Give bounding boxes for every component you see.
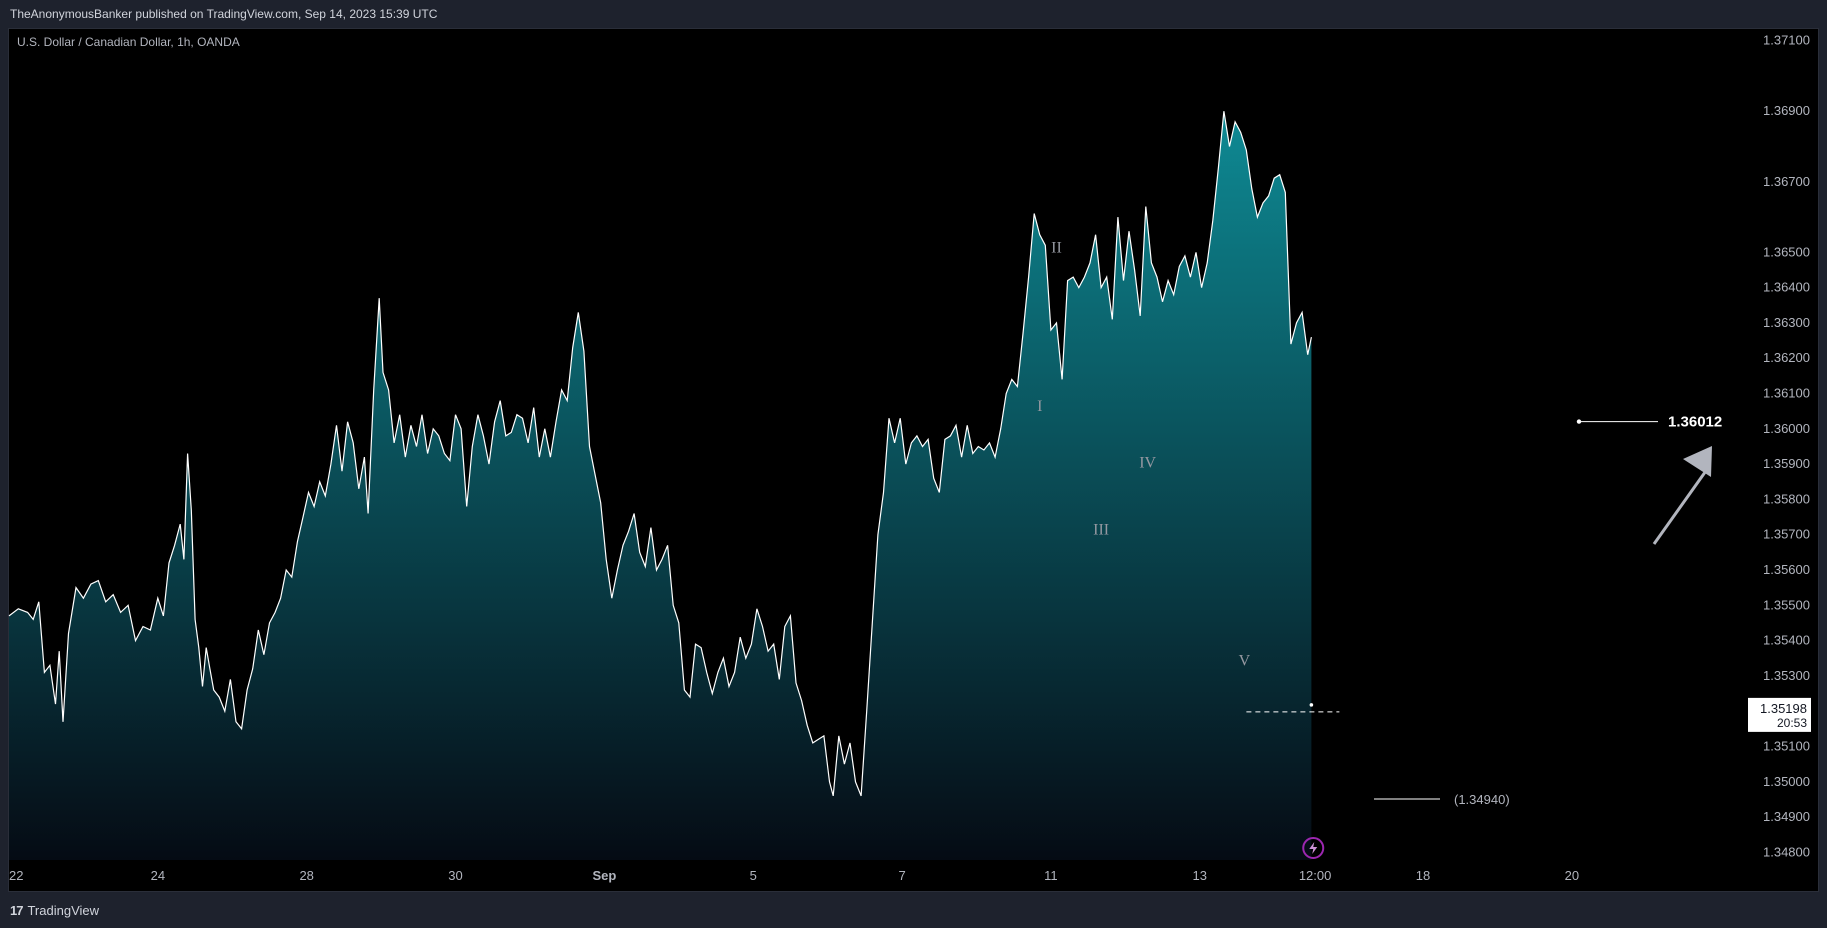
y-tick-label: 1.36300 [1763,315,1810,330]
low-label: (1.34940) [1454,792,1510,807]
y-tick-label: 1.36900 [1763,103,1810,118]
y-tick-label: 1.35000 [1763,774,1810,789]
price-tag-countdown: 20:53 [1777,716,1807,730]
target-line-dot [1576,419,1582,424]
projection-arrow-head [1683,446,1712,477]
x-tick-label: 7 [898,868,905,883]
y-tick-label: 1.35700 [1763,527,1810,542]
y-tick-label: 1.36500 [1763,244,1810,259]
y-tick-label: 1.34800 [1763,844,1810,859]
y-tick-label: 1.35500 [1763,597,1810,612]
y-tick-label: 1.35600 [1763,562,1810,577]
x-tick-label: 13 [1193,868,1207,883]
wave-label: V [1239,652,1251,669]
publish-info: TheAnonymousBanker published on TradingV… [0,0,1827,28]
lightning-icon [1302,837,1325,859]
x-tick-label: 12:00 [1299,868,1332,883]
x-tick-label: 30 [448,868,462,883]
target-label: 1.36012 [1668,414,1722,431]
footer-bar: 17 TradingView [0,895,1827,928]
price-tag-value: 1.35198 [1760,701,1807,716]
lightning-bolt-icon [1309,842,1318,854]
projection-arrow-shaft [1652,467,1710,545]
x-tick-label: 28 [299,868,313,883]
x-tick-label: 24 [151,868,165,883]
x-tick-label: Sep [592,868,616,883]
area-fill [9,111,1312,860]
y-tick-label: 1.35300 [1763,668,1810,683]
x-tick-label: 20 [1565,868,1579,883]
x-tick-label: 5 [750,868,757,883]
y-tick-label: 1.36000 [1763,421,1810,436]
y-tick-label: 1.37100 [1763,33,1810,48]
y-tick-label: 1.35400 [1763,633,1810,648]
wave-label: I [1037,398,1042,415]
brand[interactable]: 17 TradingView [10,903,99,918]
y-tick-label: 1.35100 [1763,738,1810,753]
y-tick-label: 1.35800 [1763,491,1810,506]
brand-name: TradingView [27,903,100,918]
y-tick-label: 1.34900 [1763,809,1810,824]
price-chart[interactable]: 1.37100 1.36900 1.36700 1.36500 1.36400 1.363… [0,0,1827,895]
x-tick-label: 18 [1416,868,1430,883]
wave-label: III [1093,522,1109,539]
price-tag [1748,697,1811,732]
y-tick-label: 1.36100 [1763,386,1810,401]
price-line [8,111,1312,797]
x-tick-label: 22 [9,868,23,883]
x-tick-label: 11 [1044,868,1058,883]
y-tick-label: 1.36200 [1763,350,1810,365]
symbol-title: U.S. Dollar / Canadian Dollar, 1h, OANDA [17,35,240,49]
tradingview-logo-icon: 17 [10,903,24,918]
wave-label: II [1051,239,1062,256]
y-tick-label: 1.36700 [1763,174,1810,189]
last-price-dot [1309,703,1314,707]
y-tick-label: 1.35900 [1763,456,1810,471]
wave-label: IV [1139,455,1156,472]
y-tick-label: 1.36400 [1763,280,1810,295]
